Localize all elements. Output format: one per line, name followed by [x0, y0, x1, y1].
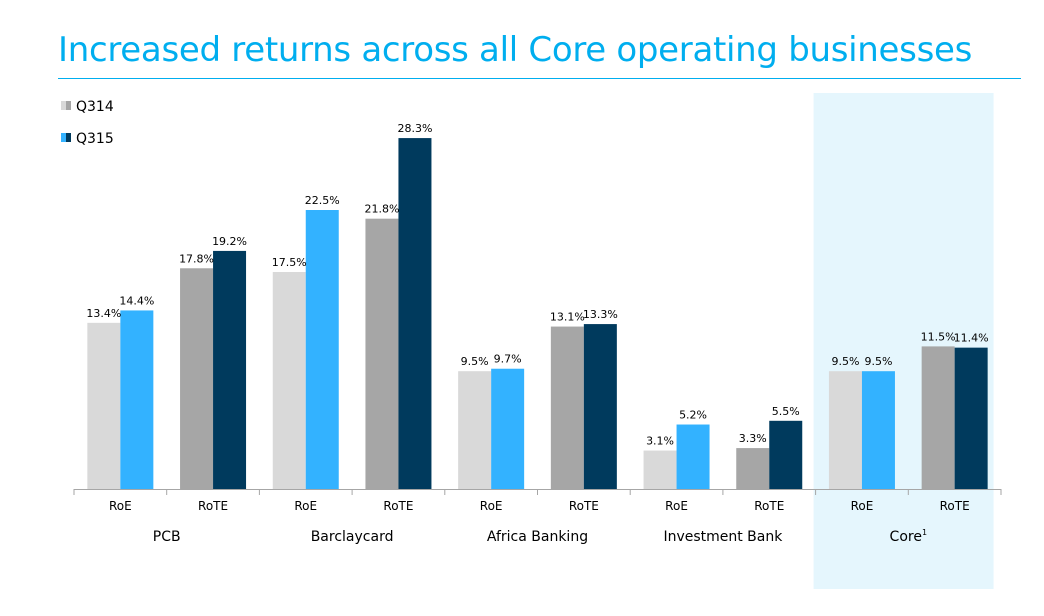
bar-q314-1 — [180, 268, 214, 489]
value-label-q314-3: 21.8% — [364, 203, 399, 216]
group-label-investment-bank: Investment Bank — [663, 529, 783, 545]
bar-q315-8 — [861, 371, 895, 489]
bar-q315-4 — [491, 368, 525, 489]
page-title: Increased returns across all Core operat… — [58, 30, 973, 70]
value-label-q315-8: 9.5% — [864, 355, 892, 368]
value-label-q315-7: 5.5% — [772, 405, 800, 418]
tick-label-roe: RoE — [665, 499, 688, 513]
bar-q314-3 — [365, 218, 399, 489]
value-label-q315-1: 19.2% — [212, 235, 247, 248]
legend: Q314 Q315 — [61, 99, 114, 147]
bar-q314-9 — [921, 346, 955, 489]
value-label-q314-8: 9.5% — [831, 355, 859, 368]
bar-q315-1 — [213, 250, 247, 489]
value-label-q315-4: 9.7% — [494, 353, 522, 366]
value-label-q314-7: 3.3% — [739, 432, 767, 445]
group-label-pcb: PCB — [153, 529, 181, 545]
bar-q315-9 — [954, 347, 988, 489]
bar-q315-6 — [676, 424, 710, 489]
tick-label-rote: RoTE — [198, 499, 228, 513]
legend-label-q315: Q315 — [76, 131, 114, 147]
value-label-q315-9: 11.4% — [954, 332, 989, 345]
value-label-q315-6: 5.2% — [679, 409, 707, 422]
tick-label-rote: RoTE — [383, 499, 413, 513]
legend-swatch-q314 — [61, 101, 71, 110]
bar-q315-2 — [305, 210, 339, 489]
tick-label-roe: RoE — [294, 499, 317, 513]
bar-q315-3 — [398, 138, 432, 489]
bar-q314-6 — [643, 450, 677, 489]
value-label-q315-5: 13.3% — [583, 308, 618, 321]
bar-q314-5 — [550, 326, 584, 489]
value-label-q314-4: 9.5% — [461, 355, 489, 368]
value-label-q314-9: 11.5% — [921, 330, 956, 343]
bar-q314-7 — [736, 448, 770, 489]
value-label-q314-2: 17.5% — [272, 256, 307, 269]
bar-q315-0 — [120, 310, 154, 489]
bar-q314-8 — [828, 371, 862, 489]
footnote-marker: 1 — [922, 528, 927, 537]
value-label-q314-5: 13.1% — [550, 311, 585, 324]
tick-label-rote: RoTE — [569, 499, 599, 513]
tick-label-rote: RoTE — [754, 499, 784, 513]
group-label-barclaycard: Barclaycard — [311, 529, 394, 545]
value-label-q315-0: 14.4% — [119, 294, 154, 307]
value-label-q314-6: 3.1% — [646, 435, 674, 448]
tick-label-rote: RoTE — [940, 499, 970, 513]
group-label-core: Core1 — [890, 528, 928, 545]
bar-q315-5 — [583, 324, 617, 489]
value-label-q314-0: 13.4% — [86, 307, 121, 320]
tick-label-roe: RoE — [851, 499, 874, 513]
value-label-q315-2: 22.5% — [305, 194, 340, 207]
value-label-q315-3: 28.3% — [397, 122, 432, 135]
title-divider — [58, 78, 1021, 79]
group-label-africa-banking: Africa Banking — [487, 529, 588, 545]
tick-label-roe: RoE — [480, 499, 503, 513]
bar-q314-2 — [272, 272, 306, 489]
tick-label-roe: RoE — [109, 499, 132, 513]
bar-q314-0 — [87, 322, 121, 489]
bar-q315-7 — [769, 420, 803, 489]
legend-swatch-q315 — [61, 133, 71, 142]
legend-label-q314: Q314 — [76, 99, 114, 115]
core-highlight-panel — [813, 93, 994, 589]
bar-q314-4 — [458, 371, 492, 489]
value-label-q314-1: 17.8% — [179, 252, 214, 265]
